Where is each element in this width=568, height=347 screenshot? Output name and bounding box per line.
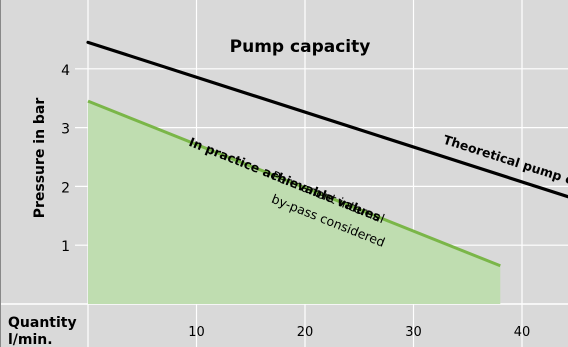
axis-layer: 12341020304050607080 [61, 63, 531, 340]
achievable-area-fill [88, 101, 501, 304]
y-axis-label: Pressure in bar [32, 98, 48, 219]
x-axis-label-line2: l/min. [8, 332, 53, 347]
y-tick-label: 2 [61, 180, 70, 196]
x-tick-label: 30 [405, 325, 422, 340]
x-tick-label: 10 [188, 325, 205, 340]
y-tick-label: 1 [61, 239, 70, 255]
y-tick-label: 3 [61, 122, 70, 138]
achievable-area-edge [87, 99, 501, 268]
theoretical-pump-curve-line [86, 40, 568, 199]
x-axis-label-line1: Quantity [8, 315, 77, 331]
chart-title: Pump capacity [230, 37, 371, 57]
y-tick-label: 4 [61, 63, 70, 79]
x-tick-label: 20 [297, 325, 314, 340]
x-tick-label: 40 [514, 325, 531, 340]
series-layer [86, 40, 568, 304]
